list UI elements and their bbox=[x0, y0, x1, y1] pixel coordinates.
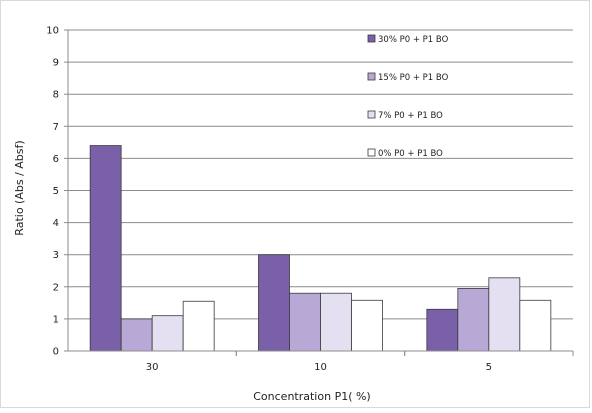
y-tick-label: 6 bbox=[53, 154, 59, 165]
bar-7-p0-p1-bo-30 bbox=[151, 315, 184, 352]
legend-label: 0% P0 + P1 BO bbox=[378, 149, 443, 159]
y-tick-label: 4 bbox=[53, 218, 59, 229]
legend-swatch bbox=[367, 148, 376, 157]
bar-15-p0-p1-bo-30 bbox=[120, 318, 153, 352]
bar-7-p0-p1-bo-5 bbox=[488, 277, 521, 352]
x-tick-label: 5 bbox=[486, 362, 492, 373]
legend-label: 30% P0 + P1 BO bbox=[378, 35, 449, 45]
y-tick-labels: 0 1 2 3 4 5 6 7 8 9 10 bbox=[46, 26, 59, 358]
legend-label: 7% P0 + P1 BO bbox=[378, 111, 443, 121]
bar-15-p0-p1-bo-10 bbox=[289, 292, 321, 352]
legend-swatch bbox=[367, 72, 376, 81]
legend: 30% P0 + P1 BO 15% P0 + P1 BO 7% P0 + P1 B… bbox=[367, 34, 449, 159]
legend-label: 15% P0 + P1 BO bbox=[378, 73, 449, 83]
y-tick-label: 2 bbox=[53, 282, 59, 293]
bar-0-p0-p1-bo-5 bbox=[519, 299, 552, 352]
bar-30-p0-p1-bo-5 bbox=[426, 308, 459, 352]
bar-7-p0-p1-bo-10 bbox=[320, 292, 352, 352]
bars bbox=[89, 145, 552, 352]
x-tick-label: 10 bbox=[314, 362, 327, 373]
x-tick-labels: 30 10 5 bbox=[146, 351, 574, 373]
y-tick-label: 9 bbox=[53, 58, 59, 69]
bar-30-p0-p1-bo-30 bbox=[89, 145, 122, 352]
legend-swatch bbox=[367, 34, 376, 43]
bar-0-p0-p1-bo-10 bbox=[351, 299, 383, 352]
y-tick-label: 10 bbox=[46, 26, 59, 37]
y-axis-title: Ratio (Abs / Absf) bbox=[13, 140, 26, 235]
y-tick-label: 8 bbox=[53, 90, 59, 101]
legend-swatch bbox=[367, 110, 376, 119]
x-axis-title: Concentration P1( %) bbox=[253, 390, 370, 403]
x-tick-label: 30 bbox=[146, 362, 159, 373]
y-tick-label: 3 bbox=[53, 250, 59, 261]
y-tick-label: 0 bbox=[53, 347, 59, 358]
y-tick-label: 7 bbox=[53, 122, 59, 133]
y-tick-label: 1 bbox=[53, 314, 59, 325]
bar-30-p0-p1-bo-10 bbox=[258, 254, 290, 352]
bar-15-p0-p1-bo-5 bbox=[457, 288, 490, 352]
bar-0-p0-p1-bo-30 bbox=[182, 300, 215, 352]
y-tick-label: 5 bbox=[53, 186, 59, 197]
axes bbox=[67, 30, 573, 352]
